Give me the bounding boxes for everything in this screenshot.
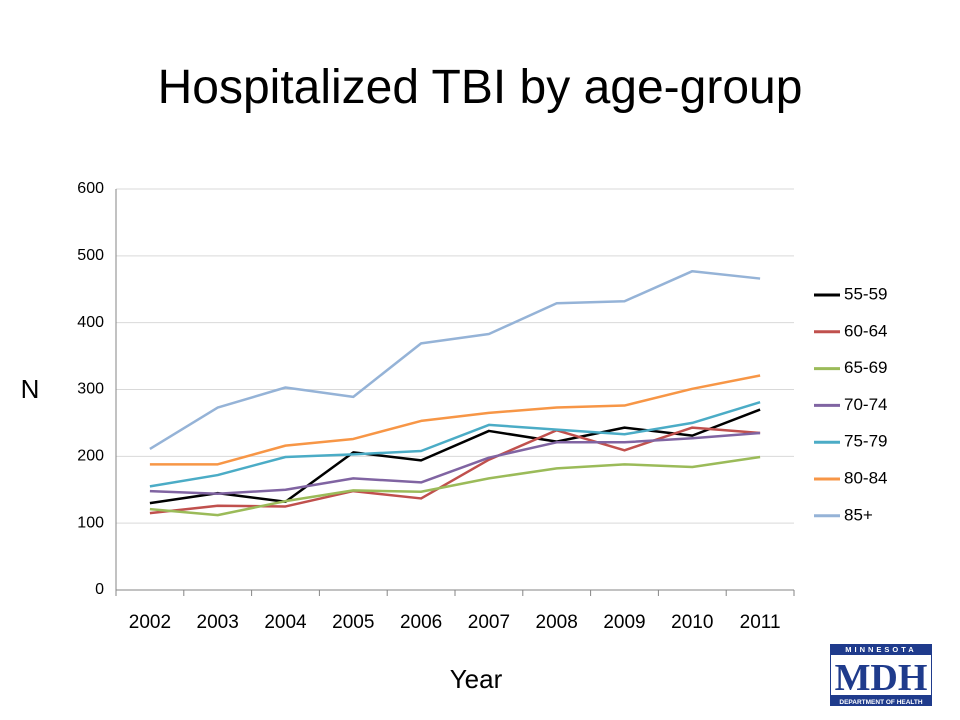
logo-main-text: MDH bbox=[835, 657, 928, 699]
series-line-65-69 bbox=[149, 455, 761, 517]
x-tick-label: 2007 bbox=[468, 612, 510, 633]
series-line-80-84 bbox=[149, 374, 761, 466]
series-line-55-59 bbox=[149, 408, 761, 505]
chart-title: Hospitalized TBI by age-group bbox=[157, 61, 803, 114]
x-tick-label: 2010 bbox=[671, 612, 713, 633]
y-tick-label: 300 bbox=[77, 381, 104, 398]
logo-top-text: MINNESOTA bbox=[845, 645, 916, 654]
y-tick-label: 400 bbox=[77, 314, 104, 331]
legend-label: 80-84 bbox=[844, 468, 887, 487]
series-line-85 bbox=[149, 269, 761, 451]
x-tick-label: 2002 bbox=[129, 612, 171, 633]
axes: 0 100 200 300 400 500 600 2002 2003 2004 2005 2006 2… bbox=[77, 180, 795, 633]
legend-label: 60-64 bbox=[844, 321, 887, 340]
mdh-logo: MINNESOTA MDH DEPARTMENT OF HEALTH bbox=[830, 644, 932, 706]
x-tick-label: 2009 bbox=[603, 612, 645, 633]
y-tick-label: 500 bbox=[77, 247, 104, 264]
x-tick-label: 2005 bbox=[332, 612, 374, 633]
y-axis-title: N bbox=[21, 374, 40, 404]
logo-top-band bbox=[830, 644, 932, 654]
legend-label: 55-59 bbox=[844, 284, 887, 303]
y-tick-label: 100 bbox=[77, 514, 104, 531]
legend-label: 70-74 bbox=[844, 395, 887, 414]
series-line-60-64 bbox=[149, 426, 761, 515]
y-tick-label: 0 bbox=[95, 581, 104, 598]
gridlines bbox=[116, 188, 794, 524]
series-lines bbox=[149, 269, 761, 517]
legend: 55-59 60-64 65-69 70-74 75-79 80-84 85+ bbox=[814, 284, 887, 524]
x-tick-label: 2004 bbox=[264, 612, 307, 633]
x-tick-label: 2008 bbox=[536, 612, 578, 633]
legend-label: 65-69 bbox=[844, 358, 887, 377]
x-tick-label: 2003 bbox=[197, 612, 239, 633]
series-line-75-79 bbox=[149, 401, 761, 488]
legend-label: 85+ bbox=[844, 505, 873, 524]
series-line-70-74 bbox=[149, 431, 761, 496]
x-tick-label: 2011 bbox=[740, 612, 781, 633]
y-tick-label: 200 bbox=[77, 448, 104, 465]
x-tick-label: 2006 bbox=[400, 612, 442, 633]
logo-bottom-text: DEPARTMENT OF HEALTH bbox=[839, 699, 922, 706]
logo-bottom-band bbox=[830, 696, 932, 706]
legend-label: 75-79 bbox=[844, 432, 887, 451]
x-axis-title: Year bbox=[450, 664, 503, 694]
y-tick-label: 600 bbox=[77, 180, 104, 197]
